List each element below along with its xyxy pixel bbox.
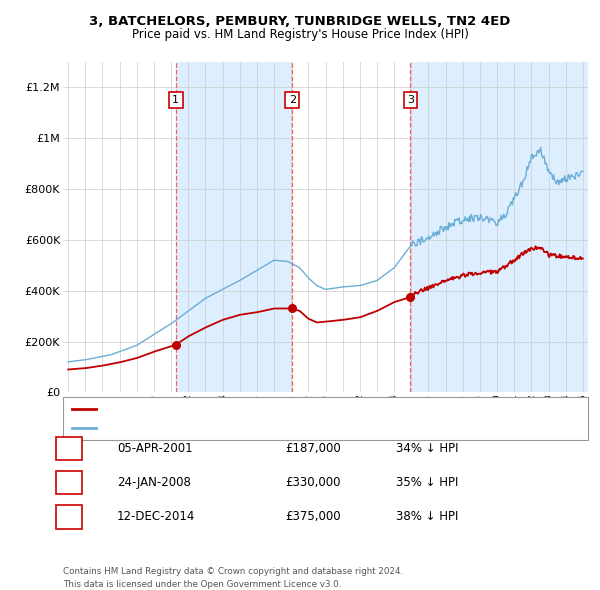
Text: 05-APR-2001: 05-APR-2001: [117, 442, 193, 455]
Text: This data is licensed under the Open Government Licence v3.0.: This data is licensed under the Open Gov…: [63, 579, 341, 589]
Text: Price paid vs. HM Land Registry's House Price Index (HPI): Price paid vs. HM Land Registry's House …: [131, 28, 469, 41]
Text: £187,000: £187,000: [285, 442, 341, 455]
Text: Contains HM Land Registry data © Crown copyright and database right 2024.: Contains HM Land Registry data © Crown c…: [63, 566, 403, 576]
Text: 3: 3: [65, 510, 73, 523]
Text: 12-DEC-2014: 12-DEC-2014: [117, 510, 196, 523]
Text: 3, BATCHELORS, PEMBURY, TUNBRIDGE WELLS, TN2 4ED: 3, BATCHELORS, PEMBURY, TUNBRIDGE WELLS,…: [89, 15, 511, 28]
Text: 3: 3: [407, 95, 414, 105]
Bar: [410, 62, 588, 392]
Text: £330,000: £330,000: [285, 476, 341, 489]
Text: 24-JAN-2008: 24-JAN-2008: [117, 476, 191, 489]
Text: 34% ↓ HPI: 34% ↓ HPI: [396, 442, 458, 455]
Text: HPI: Average price, detached house, Tunbridge Wells: HPI: Average price, detached house, Tunb…: [101, 423, 359, 433]
Text: 1: 1: [172, 95, 179, 105]
Text: £375,000: £375,000: [285, 510, 341, 523]
Text: 38% ↓ HPI: 38% ↓ HPI: [396, 510, 458, 523]
Text: 3, BATCHELORS, PEMBURY, TUNBRIDGE WELLS, TN2 4ED (detached house): 3, BATCHELORS, PEMBURY, TUNBRIDGE WELLS,…: [101, 404, 468, 414]
Text: 2: 2: [65, 476, 73, 489]
Text: 35% ↓ HPI: 35% ↓ HPI: [396, 476, 458, 489]
Text: 2: 2: [289, 95, 296, 105]
Text: 1: 1: [65, 442, 73, 455]
Bar: [176, 62, 292, 392]
